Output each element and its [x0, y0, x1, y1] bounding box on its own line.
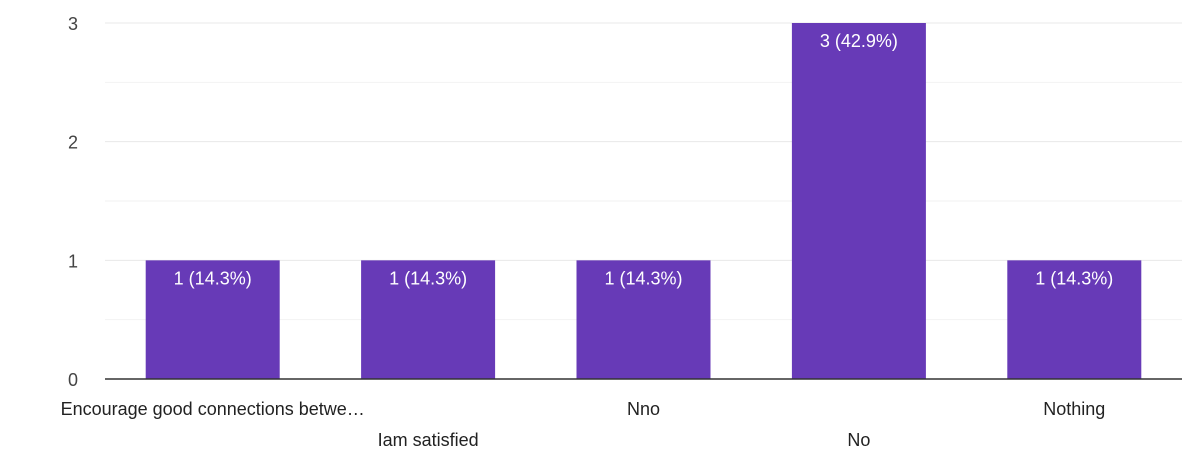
bar — [145, 260, 280, 379]
y-tick-label: 3 — [68, 14, 78, 34]
x-category-label: No — [847, 430, 870, 450]
bar-data-label: 1 (14.3%) — [174, 268, 252, 288]
x-axis-labels: Encourage good connections betwe… Iam sat… — [61, 399, 1106, 450]
bar-data-label: 1 (14.3%) — [1035, 268, 1113, 288]
bar — [791, 23, 926, 379]
grid-lines — [105, 22, 1182, 321]
y-axis-ticks: 0 1 2 3 — [68, 14, 78, 390]
y-tick-label: 0 — [68, 370, 78, 390]
x-category-label: Nothing — [1043, 399, 1105, 419]
bar — [1007, 260, 1142, 379]
bar-data-label: 3 (42.9%) — [820, 31, 898, 51]
bar — [576, 260, 711, 379]
y-tick-label: 2 — [68, 133, 78, 153]
data-labels: 1 (14.3%) 1 (14.3%) 1 (14.3%) 3 (42.9%) 1 (1… — [174, 31, 1114, 288]
bar — [361, 260, 496, 379]
bar-data-label: 1 (14.3%) — [604, 268, 682, 288]
x-category-label: Encourage good connections betwe… — [61, 399, 365, 419]
y-tick-label: 1 — [68, 251, 78, 271]
x-category-label: Iam satisfied — [378, 430, 479, 450]
bar-data-label: 1 (14.3%) — [389, 268, 467, 288]
x-category-label: Nno — [627, 399, 660, 419]
bars — [145, 23, 1142, 379]
